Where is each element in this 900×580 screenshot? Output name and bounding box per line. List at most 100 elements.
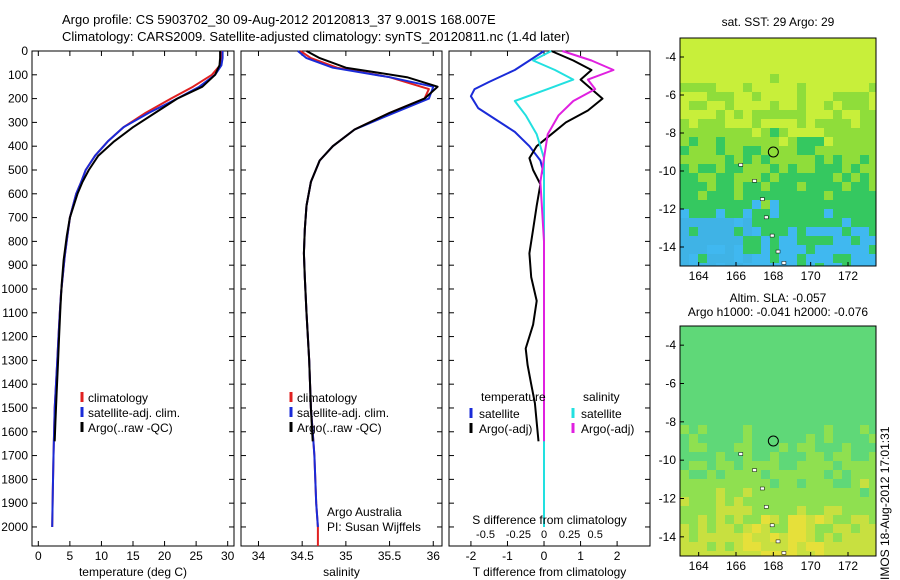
- map-cell: [788, 344, 797, 353]
- map-cell: [680, 47, 689, 56]
- island: [764, 505, 769, 509]
- map-cell: [743, 434, 752, 443]
- map-cell: [851, 488, 860, 497]
- map-cell: [824, 380, 833, 389]
- map-cell: [716, 488, 725, 497]
- map-cell: [770, 227, 779, 236]
- map-cell: [806, 173, 815, 182]
- map-cell: [734, 110, 743, 119]
- map-cell: [761, 551, 770, 556]
- map-cell: [824, 47, 833, 56]
- map-cell: [761, 371, 770, 380]
- map-cell: [716, 353, 725, 362]
- map-cell: [761, 443, 770, 452]
- map-cell: [761, 488, 770, 497]
- map-cell: [743, 182, 752, 191]
- map-cell: [869, 434, 876, 443]
- map-cell: [842, 155, 851, 164]
- map-cell: [716, 182, 725, 191]
- map-cell: [680, 83, 689, 92]
- map-cell: [788, 533, 797, 542]
- map-cell: [779, 164, 788, 173]
- map-cell: [806, 344, 815, 353]
- map-cell: [725, 128, 734, 137]
- map-cell: [824, 65, 833, 74]
- map-cell: [842, 164, 851, 173]
- map-cell: [806, 452, 815, 461]
- map-cell: [761, 200, 770, 209]
- map-cell: [797, 119, 806, 128]
- map-cell: [833, 551, 842, 556]
- map-cell: [815, 362, 824, 371]
- series-line: [51, 51, 223, 528]
- map-cell: [698, 38, 707, 47]
- map-cell: [860, 254, 869, 263]
- map-cell: [716, 389, 725, 398]
- map-cell: [860, 353, 869, 362]
- map-cell: [815, 74, 824, 83]
- map-cell: [851, 425, 860, 434]
- map-cell: [761, 533, 770, 542]
- map-cell: [752, 362, 761, 371]
- map-cell: [797, 110, 806, 119]
- map-cell: [689, 38, 698, 47]
- map-cell: [698, 362, 707, 371]
- map-cell: [797, 263, 806, 266]
- map-cell: [815, 542, 824, 551]
- map-cell: [806, 236, 815, 245]
- y-tick-label: -12: [659, 492, 677, 506]
- map-cell: [788, 452, 797, 461]
- map-cell: [806, 74, 815, 83]
- map-cell: [779, 488, 788, 497]
- annotation-text: PI: Susan Wijffels: [327, 520, 421, 534]
- map-cell: [860, 245, 869, 254]
- map-cell: [725, 38, 734, 47]
- map-cell: [716, 245, 725, 254]
- map-cell: [797, 146, 806, 155]
- map-cell: [770, 380, 779, 389]
- map-cell: [788, 119, 797, 128]
- map-cell: [734, 461, 743, 470]
- map-cell: [770, 407, 779, 416]
- map-cell: [752, 236, 761, 245]
- map-cell: [824, 110, 833, 119]
- map-cell: [779, 137, 788, 146]
- map-cell: [815, 551, 824, 556]
- map-cell: [824, 119, 833, 128]
- map-cell: [860, 137, 869, 146]
- map-cell: [752, 209, 761, 218]
- map-cell: [698, 353, 707, 362]
- map-cell: [716, 506, 725, 515]
- map-cell: [842, 551, 851, 556]
- legend-title: salinity: [583, 390, 620, 404]
- map-cell: [752, 227, 761, 236]
- map-cell: [842, 497, 851, 506]
- map-cell: [779, 416, 788, 425]
- map-cell: [752, 155, 761, 164]
- map-cell: [689, 227, 698, 236]
- map-cell: [698, 56, 707, 65]
- map-cell: [734, 182, 743, 191]
- map-cell: [743, 155, 752, 164]
- x-tick-label: 20: [158, 549, 172, 563]
- map-cell: [752, 524, 761, 533]
- map-cell: [689, 119, 698, 128]
- x-tick-label: 170: [801, 559, 821, 573]
- map-cell: [779, 362, 788, 371]
- map-cell: [716, 524, 725, 533]
- map-cell: [788, 83, 797, 92]
- map-cell: [752, 74, 761, 83]
- map-cell: [680, 443, 689, 452]
- map-cell: [698, 173, 707, 182]
- map-cell: [797, 209, 806, 218]
- map-cell: [851, 371, 860, 380]
- map-cell: [860, 164, 869, 173]
- map-cell: [716, 398, 725, 407]
- map-cell: [725, 326, 734, 335]
- map-cell: [788, 38, 797, 47]
- map-cell: [734, 326, 743, 335]
- map-cell: [770, 515, 779, 524]
- map-cell: [833, 110, 842, 119]
- map-cell: [743, 335, 752, 344]
- map-cell: [725, 551, 734, 556]
